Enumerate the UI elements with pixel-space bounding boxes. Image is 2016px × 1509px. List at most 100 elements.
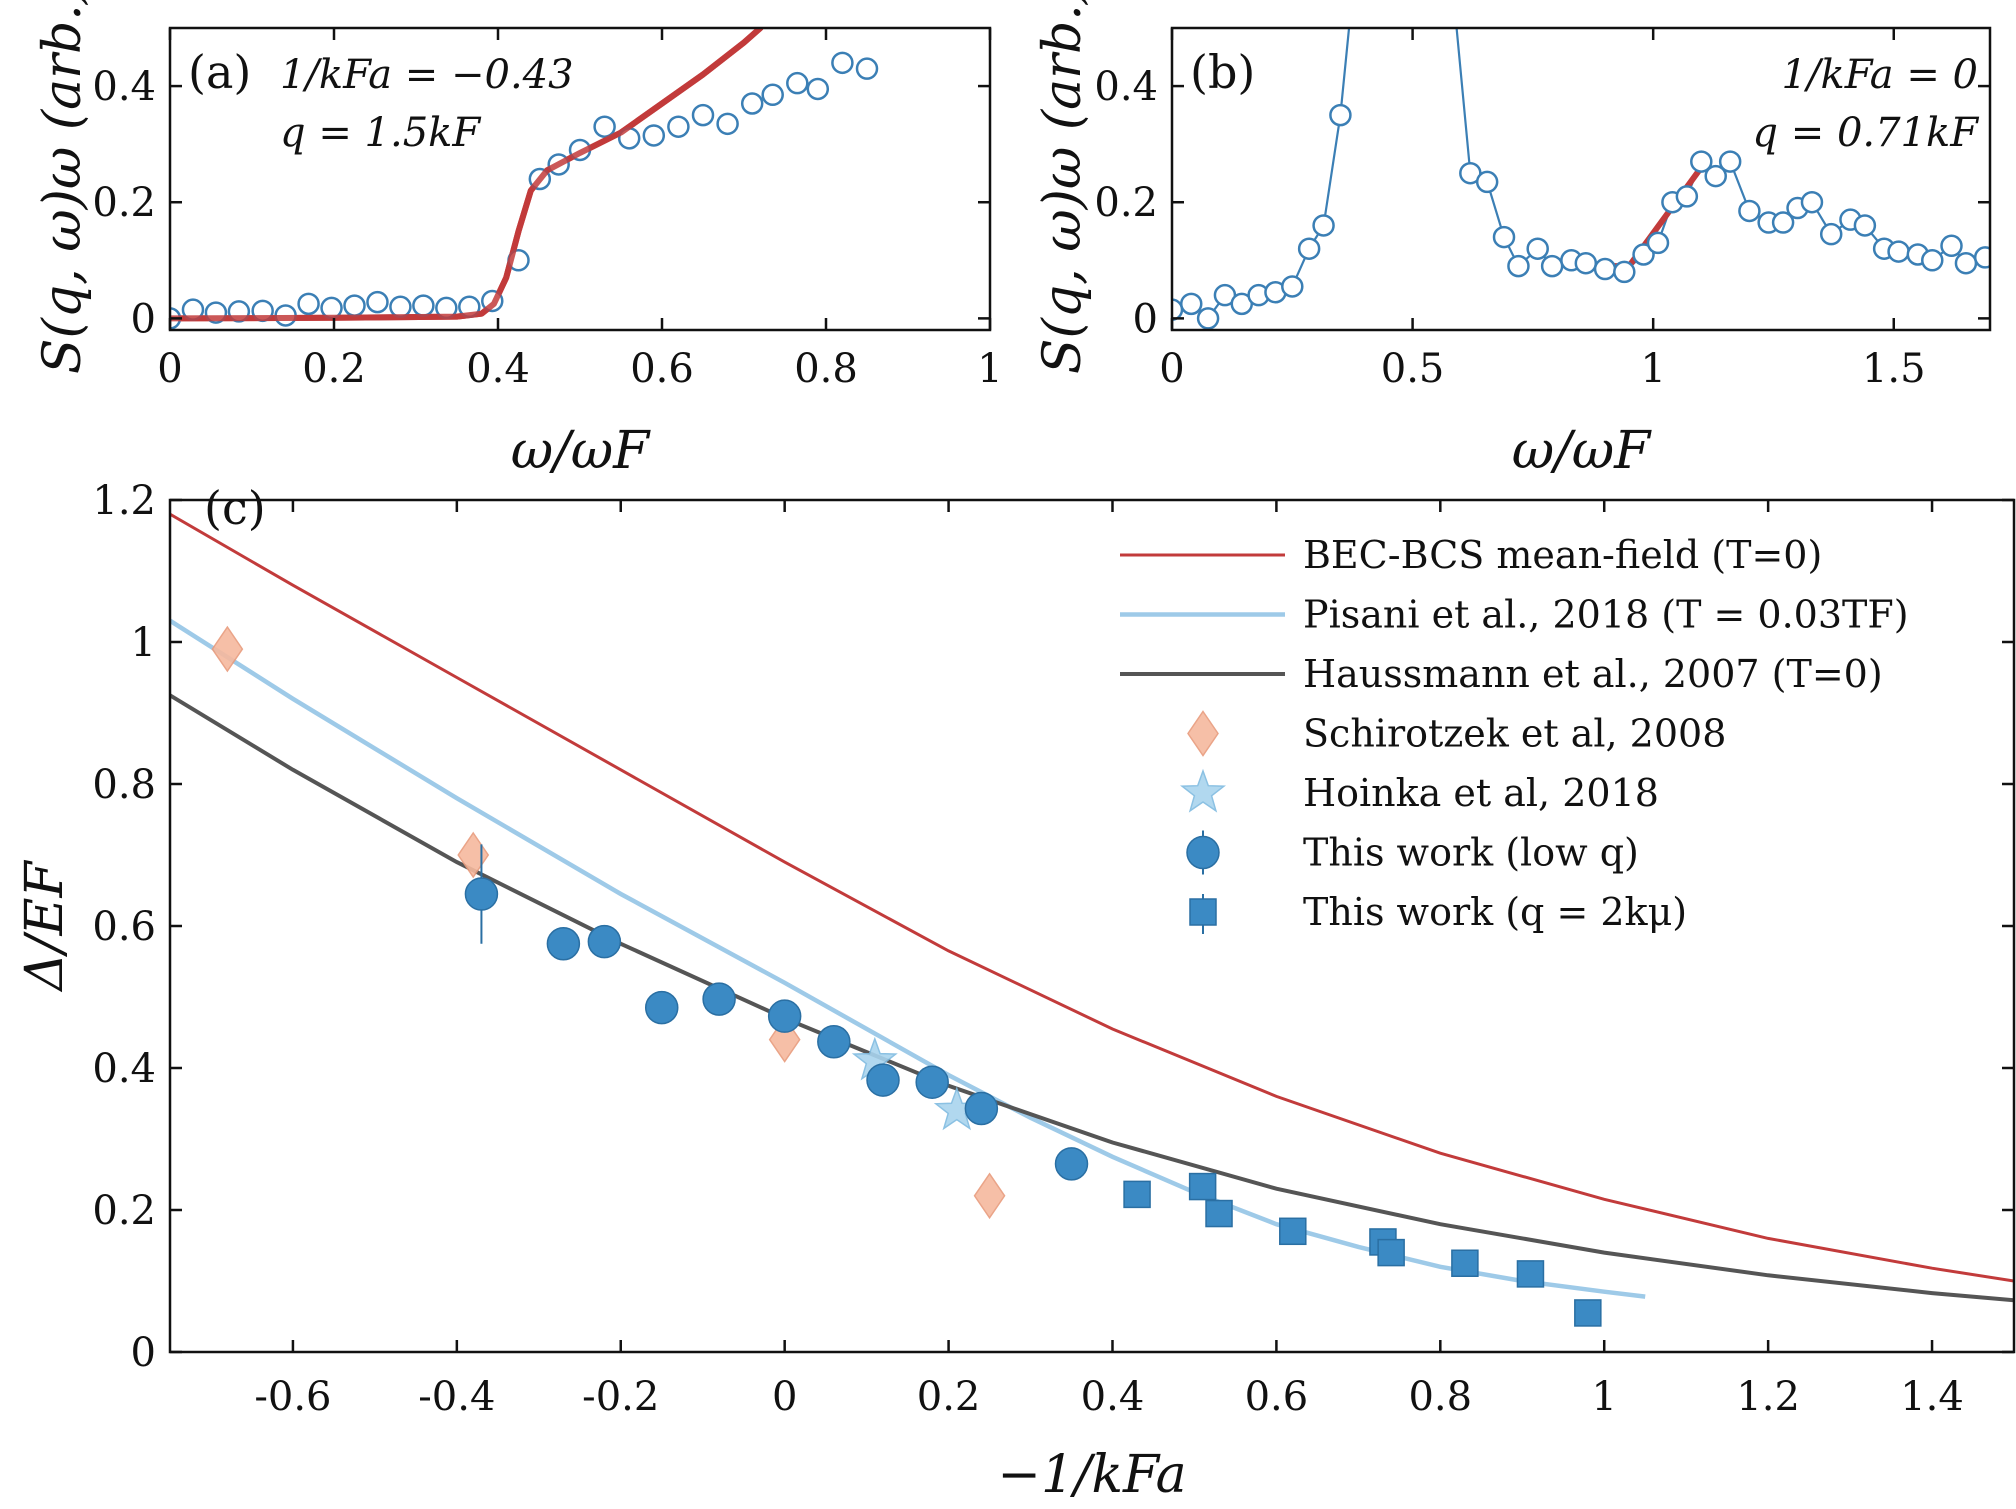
legend-item: Pisani et al., 2018 (T = 0.03TF)	[1120, 593, 1909, 637]
x-tick-label: 0.4	[1081, 1374, 1145, 1420]
data-point	[667, 115, 690, 138]
data-point-diamond	[457, 831, 490, 879]
legend-item: Schirotzek et al, 2008	[1187, 710, 1726, 757]
legend-label: BEC-BCS mean-field (T=0)	[1303, 533, 1822, 577]
y-tick-label: 0.2	[92, 180, 156, 226]
data-point	[1819, 222, 1843, 246]
data-point	[716, 112, 739, 136]
data-point-circle	[1054, 1147, 1089, 1181]
data-point	[1738, 199, 1761, 223]
data-point	[1526, 237, 1549, 260]
y-tick-label: 0	[1133, 296, 1158, 342]
data-point-square	[1205, 1199, 1233, 1228]
y-axis-label: S(q, ω)ω (arb.)	[1033, 0, 1093, 374]
data-point	[1593, 257, 1617, 281]
data-point	[1690, 150, 1713, 173]
data-point	[1281, 275, 1304, 298]
data-point	[831, 51, 854, 75]
y-tick-label: 0.4	[1094, 64, 1158, 110]
x-axis-label: ω/ωF	[1512, 421, 1652, 481]
data-point	[786, 71, 809, 95]
y-axis-label: Δ/EF	[15, 860, 75, 993]
legend-label: This work (low q)	[1303, 831, 1639, 875]
x-tick-label: 1	[1591, 1374, 1616, 1420]
x-tick-label: 0	[772, 1374, 797, 1420]
data-point	[855, 57, 879, 80]
data-point-square	[1123, 1180, 1151, 1209]
panel-label: (b)	[1190, 45, 1255, 99]
data-point-diamond	[211, 625, 244, 673]
series-line-2	[170, 693, 2014, 1303]
x-tick-label: 0.6	[1245, 1374, 1309, 1420]
annotation-2: q = 0.71kF	[1752, 110, 1979, 156]
x-tick-label: 0	[157, 346, 182, 392]
data-point	[1675, 185, 1699, 208]
panel-c: -0.6 -0.4 -0.2 0 0.2 0.4 0.6 0.8 1 1.2 1.4 0 0.2 0.4 0…	[15, 478, 2016, 1505]
y-tick-label: 0	[131, 296, 156, 342]
data-point	[1475, 170, 1499, 194]
legend: BEC-BCS mean-field (T=0) Pisani et al., 2…	[1120, 533, 1909, 934]
legend-item: BEC-BCS mean-field (T=0)	[1120, 533, 1822, 577]
panel-label: (a)	[188, 45, 251, 99]
legend-label: Pisani et al., 2018 (T = 0.03TF)	[1303, 593, 1909, 637]
x-tick-label: 1	[1640, 346, 1665, 392]
data-point	[1940, 234, 1963, 258]
data-point-square	[1377, 1238, 1405, 1267]
data-point	[806, 77, 830, 101]
data-point	[1492, 225, 1516, 249]
data-point	[1312, 214, 1335, 237]
x-axis-label: ω/ωF	[511, 421, 651, 481]
data-point	[1646, 231, 1670, 255]
series-line-1	[170, 618, 1646, 1299]
legend-label: Hoinka et al, 2018	[1303, 771, 1659, 815]
y-tick-label: 0.4	[92, 64, 156, 110]
annotation-1: 1/kFa = −0.43	[280, 52, 574, 98]
data-point	[1973, 246, 1990, 269]
x-tick-label: 1.5	[1862, 346, 1926, 392]
data-point-circle	[866, 1063, 900, 1097]
panel-label: (c)	[204, 481, 266, 535]
x-tick-label: 1	[977, 346, 1002, 392]
x-tick-label: 0	[1159, 346, 1184, 392]
legend-swatch-marker	[1180, 768, 1226, 813]
data-point	[1954, 251, 1978, 275]
annotation-2: q = 1.5kF	[280, 110, 481, 156]
data-point	[1718, 150, 1742, 173]
data-point	[389, 295, 412, 319]
legend-label: Schirotzek et al, 2008	[1303, 712, 1726, 756]
legend-item: This work (q = 2kμ)	[1189, 890, 1687, 934]
x-tick-label: -0.6	[254, 1374, 331, 1420]
data-point	[1887, 240, 1910, 263]
data-point-circle	[644, 990, 679, 1025]
plot-area	[170, 28, 879, 330]
y-tick-label: 0.8	[92, 762, 156, 808]
y-tick-label: 0.2	[1094, 180, 1158, 226]
data-point-square	[1279, 1217, 1307, 1246]
panel-a: 0 0.2 0.4 0.6 0.8 1 0 0.2 0.4 ω/ωF S(q, ω)ω (arb.)…	[33, 0, 1003, 481]
y-axis-label: S(q, ω)ω (arb.)	[33, 0, 93, 374]
annotation-1: 1/kFa = 0	[1782, 52, 1978, 98]
x-tick-label: 1.2	[1736, 1374, 1800, 1420]
data-point	[691, 103, 715, 127]
data-point	[412, 294, 435, 317]
data-point-square	[1516, 1260, 1545, 1288]
data-point	[1507, 254, 1530, 278]
data-point	[1196, 307, 1220, 330]
plot-frame	[168, 26, 992, 332]
series-line-0	[170, 512, 2014, 1283]
x-tick-label: 0.6	[630, 346, 694, 392]
y-tick-label: 0.2	[92, 1188, 156, 1234]
x-tick-label: -0.4	[418, 1374, 495, 1420]
x-tick-label: 0.2	[302, 346, 366, 392]
legend-item: This work (low q)	[1186, 830, 1639, 875]
x-tick-label: 0.5	[1381, 346, 1445, 392]
data-point-square	[1451, 1249, 1479, 1277]
data-point	[1704, 164, 1727, 188]
data-point-square	[1188, 1172, 1217, 1201]
data-point	[1540, 254, 1564, 278]
panel-b: 0 0.5 1 1.5 0 0.2 0.4 ω/ωF S(q, ω)ω (arb.) (b) 1/k…	[1033, 0, 1992, 481]
legend-item: Haussmann et al., 2007 (T=0)	[1120, 652, 1883, 696]
data-point-circle	[587, 924, 622, 959]
data-point	[1853, 214, 1877, 237]
y-tick-label: 1.2	[92, 478, 156, 524]
